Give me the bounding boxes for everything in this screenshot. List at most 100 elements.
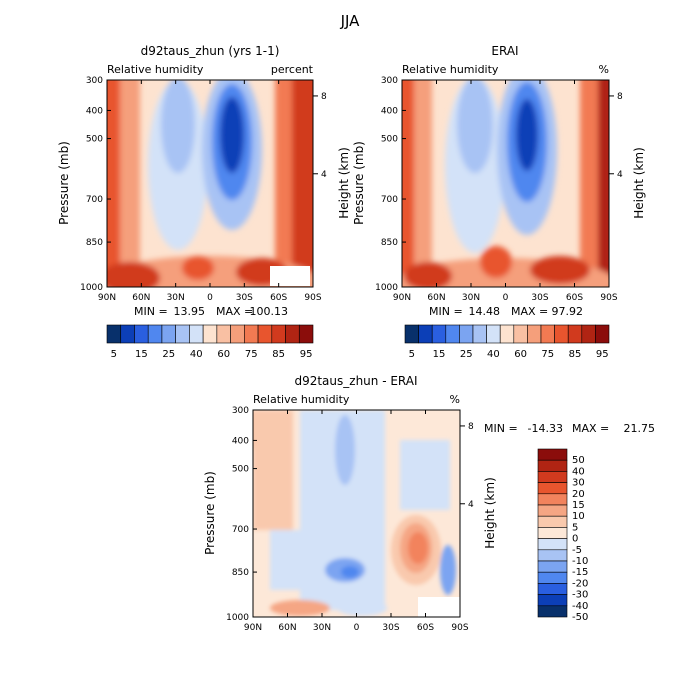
panel-erai-xtick-label: 90N (393, 293, 411, 303)
panel-model-colorbar-box (147, 324, 163, 344)
panel-model-colorbar-label: 95 (300, 349, 313, 360)
panel-model-colorbar-box (202, 324, 218, 344)
panel-erai-left-label: Relative humidity (402, 63, 499, 76)
panel-erai-xtick-label: 60S (566, 293, 583, 303)
panel-difference-colorbar-label: -30 (572, 590, 588, 601)
panel-erai-colorbar-label: 25 (460, 349, 473, 360)
panel-difference-y2tick-label: 4 (468, 500, 474, 510)
panel-model-colorbar-box (161, 324, 176, 344)
panel-difference-colorbar-label: 20 (572, 489, 585, 500)
panel-model-colorbar-box (244, 324, 259, 344)
panel-difference-colorbar-box (537, 493, 568, 506)
panel-model-min-label: MIN = (134, 305, 168, 318)
panel-difference-title: d92taus_zhun - ERAI (294, 374, 417, 388)
panel-erai-colorbar-box (431, 324, 447, 344)
panel-model-colorbar-box (189, 324, 204, 344)
panel-erai-xtick-label: 0 (503, 293, 509, 303)
panel-model-xtick-label: 90S (304, 293, 321, 303)
panel-difference-left-label: Relative humidity (253, 393, 350, 406)
panel-erai-colorbar-box (499, 324, 515, 344)
panel-difference-colorbar-box (537, 527, 568, 539)
panel-erai-colorbar-box (581, 324, 596, 344)
panel-erai-xtick-label: 90S (600, 293, 617, 303)
panel-erai-right-label: % (599, 63, 609, 76)
panel-model-title: d92taus_zhun (yrs 1-1) (141, 44, 280, 58)
panel-difference-colorbar-label: 10 (572, 511, 585, 522)
panel-model-ylabel: Pressure (mb) (57, 141, 71, 225)
panel-erai-colorbar-box (404, 324, 419, 344)
panel-erai-stats: MIN = 14.48 MAX = 97.92 (429, 305, 583, 318)
panel-difference-y2tick-label: 8 (468, 422, 474, 432)
panel-model-axes: 90N 60N 30N 0 30S 60S 90S 300 400 500 700 850 1000 8 4 (80, 76, 327, 303)
panel-erai-colorbar-box (486, 324, 501, 344)
panel-difference-colorbar-box (537, 583, 568, 595)
panel-difference-xtick-label: 30N (313, 623, 331, 633)
panel-model-left-label: Relative humidity (107, 63, 204, 76)
panel-erai-colorbar-label: 85 (569, 349, 582, 360)
panel-erai-ylabel: Pressure (mb) (352, 141, 366, 225)
panel-difference-colorbar-label: 50 (572, 455, 585, 466)
panel-difference-ytick-label: 850 (232, 568, 249, 578)
panel-model-stats: MIN = 13.95 MAX = 100.13 (134, 305, 288, 318)
panel-erai-max-value: 97.92 (552, 305, 584, 318)
panel-difference-colorbar-label: 40 (572, 466, 585, 477)
panel-difference-colorbar-label: -50 (572, 612, 588, 623)
panel-erai-field (402, 80, 609, 287)
panel-model: d92taus_zhun (yrs 1-1) Relative humidity… (57, 44, 351, 360)
panel-difference-colorbar-box (537, 459, 568, 472)
panel-erai-ytick-label: 1000 (375, 283, 398, 293)
panel-model-colorbar-box (298, 324, 314, 344)
panel-erai-min-label: MIN = (429, 305, 463, 318)
panel-difference-xtick-label: 90S (451, 623, 468, 633)
panel-difference-y2label: Height (km) (483, 477, 497, 548)
panel-model-ytick-label: 700 (86, 195, 103, 205)
panel-difference-colorbar-box (537, 448, 568, 461)
panel-model-colorbar-label: 15 (135, 349, 148, 360)
panel-difference-colorbar-label: 5 (572, 522, 578, 533)
panel-model-colorbar-box (106, 324, 122, 344)
panel-difference-colorbar-box (537, 515, 568, 528)
panel-model-colorbar-box (175, 324, 190, 344)
panel-difference-ytick-label: 1000 (226, 613, 249, 623)
panel-difference-colorbar-label: -15 (572, 567, 588, 578)
panel-difference-colorbar-box (537, 605, 568, 618)
panel-erai-colorbar-box (472, 324, 487, 344)
panel-difference-xtick-label: 0 (354, 623, 360, 633)
panel-erai-ytick-label: 700 (381, 195, 398, 205)
panel-erai-colorbar-box (567, 324, 583, 344)
panel-erai-ytick-label: 500 (381, 135, 398, 145)
panel-difference-stats: MIN = -14.33 MAX = 21.75 (484, 422, 655, 435)
panel-difference-ytick-label: 700 (232, 525, 249, 535)
panel-difference-colorbar-box (537, 594, 568, 607)
panel-model-xtick-label: 60S (270, 293, 287, 303)
panel-erai-colorbar-box (527, 324, 542, 344)
panel-difference-colorbar-box (537, 571, 568, 584)
panel-difference-ytick-label: 400 (232, 436, 249, 446)
panel-difference-min-value: -14.33 (528, 422, 563, 435)
panel-model-colorbar-label: 40 (190, 349, 203, 360)
panel-model-colorbar-box (230, 324, 245, 344)
panel-difference-ytick-label: 500 (232, 465, 249, 475)
panel-difference-right-label: % (450, 393, 460, 406)
panel-difference-colorbar-label: -20 (572, 578, 588, 589)
panel-difference-max-value: 21.75 (624, 422, 656, 435)
panel-model-y2tick-label: 8 (321, 92, 327, 102)
panel-difference-colorbar-box (537, 560, 568, 573)
panel-erai-colorbar-label: 95 (596, 349, 609, 360)
panel-erai-ytick-label: 300 (381, 76, 398, 86)
panel-erai-ytick-label: 850 (381, 238, 398, 248)
panel-erai-colorbar: 5 15 25 40 60 75 85 95 (404, 324, 610, 360)
panel-model-colorbar-box (257, 324, 273, 344)
panel-difference-field (253, 410, 460, 617)
panel-erai-y2tick-label: 8 (617, 92, 623, 102)
panel-erai-ytick-label: 400 (381, 106, 398, 116)
panel-difference-colorbar-label: 30 (572, 478, 585, 489)
panel-model-colorbar-box (120, 324, 135, 344)
panel-model-colorbar-label: 60 (217, 349, 230, 360)
panel-erai-y2tick-label: 4 (617, 170, 623, 180)
panel-model-ytick-label: 1000 (80, 283, 103, 293)
panel-model-max-label: MAX = (216, 305, 253, 318)
panel-difference-colorbar-label: -5 (572, 545, 582, 556)
